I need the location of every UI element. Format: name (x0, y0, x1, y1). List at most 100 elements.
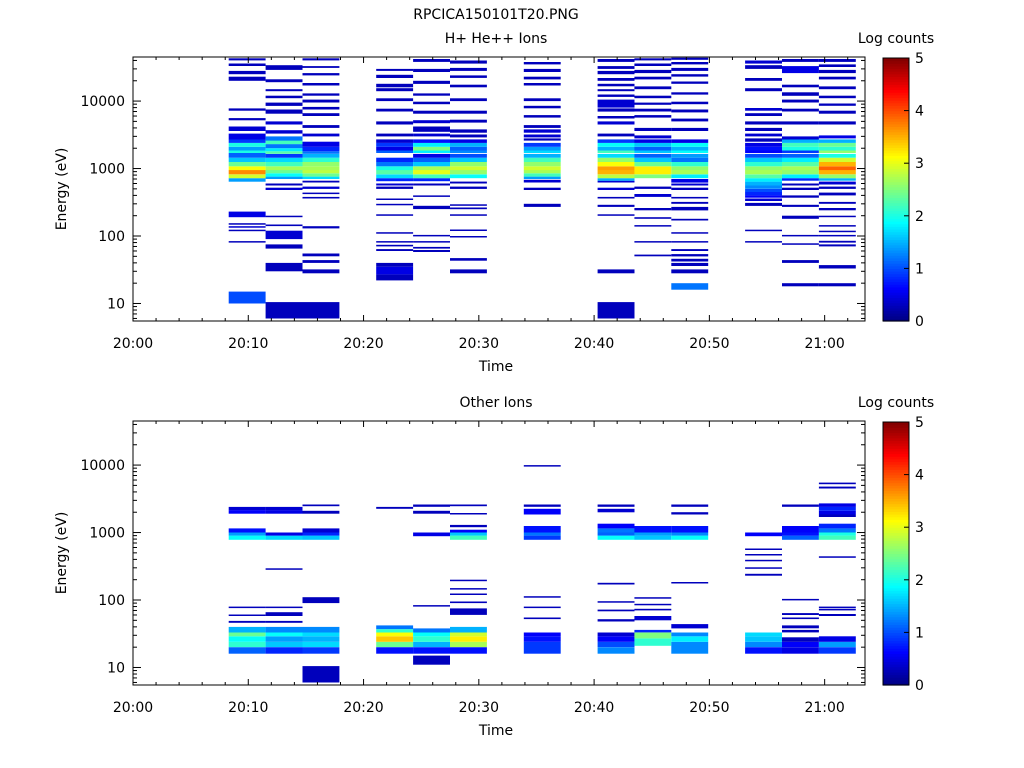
heatmap-cell (634, 139, 672, 143)
heatmap-cell (228, 647, 266, 654)
colorbar-segment (883, 313, 909, 317)
colorbar-segment (883, 674, 909, 678)
colorbar-segment (883, 294, 909, 298)
heatmap-cell (265, 183, 303, 186)
heatmap-cell (302, 504, 340, 507)
heatmap-cell (523, 526, 561, 533)
colorbar-segment (883, 181, 909, 185)
heatmap-cell (228, 162, 266, 167)
y-tick-label: 100 (98, 229, 125, 245)
colorbar-segment (883, 532, 909, 536)
heatmap-cell (671, 283, 709, 290)
heatmap-cell (818, 240, 856, 243)
heatmap-cell (265, 162, 303, 167)
heatmap-cell (671, 535, 709, 540)
colorbar-segment (883, 176, 909, 180)
heatmap-cell (265, 620, 303, 623)
colorbar-segment (883, 545, 909, 549)
colorbar-segment (883, 255, 909, 259)
heatmap-cell (265, 65, 303, 70)
heatmap-cell (671, 174, 709, 179)
heatmap-cell (376, 214, 414, 216)
heatmap-cell (265, 606, 303, 609)
heatmap-cell (671, 582, 709, 584)
heatmap-cell (376, 203, 414, 206)
heatmap-cell (597, 157, 635, 162)
colorbar-segment (883, 86, 909, 91)
colorbar-tick-label: 5 (915, 415, 924, 431)
heatmap-cell (745, 146, 782, 151)
heatmap-cell (523, 636, 561, 642)
colorbar-segment (883, 155, 909, 159)
colorbar-label: Log counts (858, 395, 934, 411)
heatmap-cell (671, 504, 709, 507)
heatmap-cell (818, 503, 856, 507)
heatmap-cell (228, 510, 266, 514)
heatmap-cell (228, 142, 266, 147)
y-tick-label: 1000 (89, 162, 125, 178)
heatmap-cell (450, 75, 487, 78)
colorbar-segment (883, 118, 909, 122)
heatmap-cell (228, 641, 266, 648)
colorbar-segment (883, 142, 909, 146)
heatmap-cell (450, 142, 487, 147)
heatmap-cell (597, 619, 635, 622)
heatmap-cell (782, 260, 819, 263)
colorbar-segment (883, 466, 909, 470)
heatmap-cell (450, 146, 487, 151)
colorbar-segment (883, 679, 909, 683)
x-tick-label: 20:30 (459, 700, 499, 716)
heatmap-cell (745, 181, 782, 186)
y-tick-label: 10000 (80, 94, 125, 110)
heatmap-cell (302, 636, 340, 642)
heatmap-cell (671, 67, 709, 71)
colorbar-tick-label: 2 (915, 573, 924, 589)
heatmap-cell (634, 153, 672, 158)
heatmap-cell (413, 126, 450, 132)
heatmap-cell (302, 535, 340, 540)
heatmap-cell (782, 153, 819, 158)
heatmap-cell (302, 73, 340, 76)
heatmap-cell (228, 150, 266, 153)
heatmap-cell (634, 76, 672, 80)
heatmap-cell (376, 186, 414, 189)
heatmap-cell (228, 636, 266, 642)
heatmap-cell (634, 135, 672, 139)
heatmap-cell (376, 641, 414, 648)
colorbar-segment (883, 493, 909, 497)
colorbar-segment (883, 464, 909, 468)
colorbar-segment (883, 126, 909, 130)
heatmap-cell (745, 65, 782, 69)
colorbar-segment (883, 115, 909, 120)
heatmap-cell (228, 146, 266, 151)
heatmap-cell (745, 150, 782, 153)
colorbar-segment (883, 284, 909, 288)
heatmap-cell (302, 106, 340, 110)
heatmap-cell (413, 150, 450, 153)
heatmap-cell (818, 208, 856, 211)
heatmap-cell (782, 613, 819, 615)
heatmap-cell (782, 187, 819, 190)
heatmap-cell (413, 174, 450, 179)
axes: 20:00 20:10 20:20 20:30 20:40 20:50 21:00 10 100… (80, 57, 865, 352)
heatmap-cell (450, 513, 487, 515)
heatmap-cell (376, 142, 414, 147)
heatmap-cell (597, 94, 635, 97)
colorbar-segment (883, 89, 909, 93)
colorbar-segment (883, 236, 909, 241)
heatmap-cell (818, 181, 856, 185)
heatmap-cell (745, 191, 782, 196)
colorbar-segment (883, 422, 909, 426)
heatmap-cell (413, 120, 450, 124)
heatmap-cell (782, 183, 819, 186)
heatmap-cell (523, 176, 561, 179)
heatmap-cell (671, 57, 709, 60)
heatmap-cell (597, 116, 635, 119)
heatmap-cell (376, 121, 414, 125)
x-tick-label: 20:20 (343, 336, 383, 352)
heatmap-cell (228, 174, 266, 179)
heatmap-cell (634, 115, 672, 118)
heatmap-cell (597, 162, 635, 167)
heatmap-cell (265, 510, 303, 514)
heatmap-cell (450, 119, 487, 123)
